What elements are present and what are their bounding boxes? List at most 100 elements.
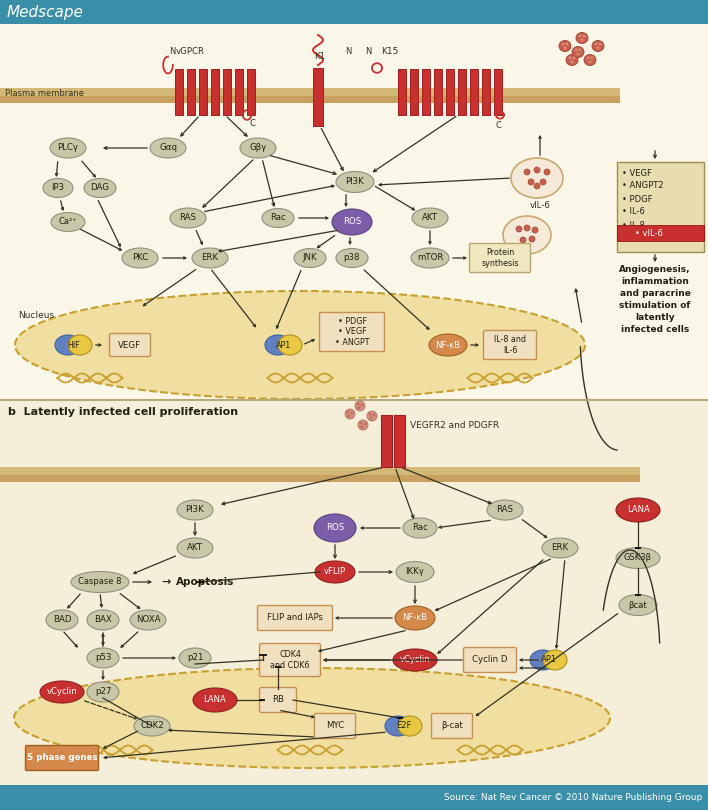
Text: Angiogenesis,: Angiogenesis, [620,266,691,275]
Ellipse shape [581,39,583,41]
Text: Rac: Rac [270,214,286,223]
Text: βcat: βcat [629,600,647,609]
Text: vCyclin: vCyclin [47,688,77,697]
Ellipse shape [566,42,569,45]
Ellipse shape [55,335,81,355]
Text: K15: K15 [382,48,399,57]
Ellipse shape [524,225,530,231]
Text: RAS: RAS [180,214,197,223]
Ellipse shape [540,179,546,185]
Ellipse shape [530,650,556,670]
Text: C: C [495,122,501,130]
Text: • IL-8: • IL-8 [622,220,645,229]
Ellipse shape [360,425,363,428]
Bar [458,69,466,115]
Bar [410,69,418,115]
Ellipse shape [393,649,437,671]
Text: Source: Nat Rev Cancer © 2010 Nature Publishing Group: Source: Nat Rev Cancer © 2010 Nature Pub… [444,792,702,802]
Ellipse shape [192,248,228,268]
Text: infected cells: infected cells [621,326,689,335]
Text: HIF: HIF [68,340,80,349]
Text: VEGFR2 and PDGFR: VEGFR2 and PDGFR [410,420,499,429]
Text: DAG: DAG [91,184,110,193]
Text: Plasma membrane: Plasma membrane [5,88,84,97]
Ellipse shape [534,167,540,173]
Text: Ca²⁺: Ca²⁺ [59,218,77,227]
Text: LANA: LANA [204,696,227,705]
Bar [0,88,620,96]
FancyBboxPatch shape [431,714,472,739]
Text: Gβγ: Gβγ [249,143,267,152]
Text: FLIP and IAPs: FLIP and IAPs [267,613,323,623]
Text: ERK: ERK [202,254,219,262]
Text: Apoptosis: Apoptosis [176,577,234,587]
Bar [494,69,502,115]
Text: and paracrine: and paracrine [620,289,690,299]
Ellipse shape [619,595,657,616]
Ellipse shape [520,237,526,243]
Text: Rac: Rac [412,523,428,532]
Ellipse shape [332,209,372,235]
Text: NF-κB: NF-κB [403,613,428,623]
Text: vIL-6: vIL-6 [530,201,550,210]
Text: stimulation of: stimulation of [620,301,691,310]
Ellipse shape [315,561,355,583]
Bar [199,69,207,115]
Ellipse shape [346,411,350,413]
Bar [247,69,255,115]
Ellipse shape [71,572,129,592]
Text: AP1: AP1 [276,340,292,349]
Ellipse shape [592,40,604,52]
Ellipse shape [87,610,119,630]
Ellipse shape [240,138,276,158]
Bar [422,69,430,115]
Text: Cyclin D: Cyclin D [472,655,508,664]
Text: • VEGF: • VEGF [622,168,652,177]
Bar [0,400,708,785]
Ellipse shape [572,46,584,58]
Ellipse shape [87,682,119,702]
Text: PI3K: PI3K [185,505,205,514]
Ellipse shape [590,57,593,59]
FancyBboxPatch shape [260,688,297,713]
Text: N: N [365,48,371,57]
Ellipse shape [543,650,567,670]
Ellipse shape [598,42,602,45]
FancyBboxPatch shape [464,647,517,672]
Text: VEGF: VEGF [118,340,142,349]
Bar [313,68,323,126]
Ellipse shape [542,538,578,558]
Text: CDK2: CDK2 [140,722,164,731]
Bar [0,482,708,785]
Ellipse shape [578,35,581,37]
Ellipse shape [403,518,437,538]
Ellipse shape [529,236,535,242]
Ellipse shape [150,138,186,158]
Text: IKKγ: IKKγ [406,568,424,577]
Text: • vIL-6: • vIL-6 [635,228,663,237]
Text: N: N [345,48,351,57]
Bar [0,0,708,24]
Text: →: → [162,577,176,587]
Text: Protein
synthesis: Protein synthesis [481,249,519,267]
Bar [482,69,490,115]
Ellipse shape [177,500,213,520]
Text: vFLIP: vFLIP [324,568,346,577]
Ellipse shape [177,538,213,558]
Bar [394,415,405,467]
Text: IL-8 and
IL-6: IL-8 and IL-6 [494,335,526,355]
Text: mTOR: mTOR [417,254,443,262]
Ellipse shape [561,42,564,45]
Ellipse shape [355,401,365,411]
Text: • IL-6: • IL-6 [622,207,645,216]
Text: ROS: ROS [326,523,344,532]
Ellipse shape [574,49,578,52]
Ellipse shape [350,411,353,415]
Text: IP3: IP3 [52,184,64,193]
Text: Gαq: Gαq [159,143,177,152]
Ellipse shape [584,54,596,66]
Ellipse shape [578,49,581,52]
Text: AKT: AKT [422,214,438,223]
Text: AKT: AKT [187,544,203,552]
Ellipse shape [357,403,360,406]
